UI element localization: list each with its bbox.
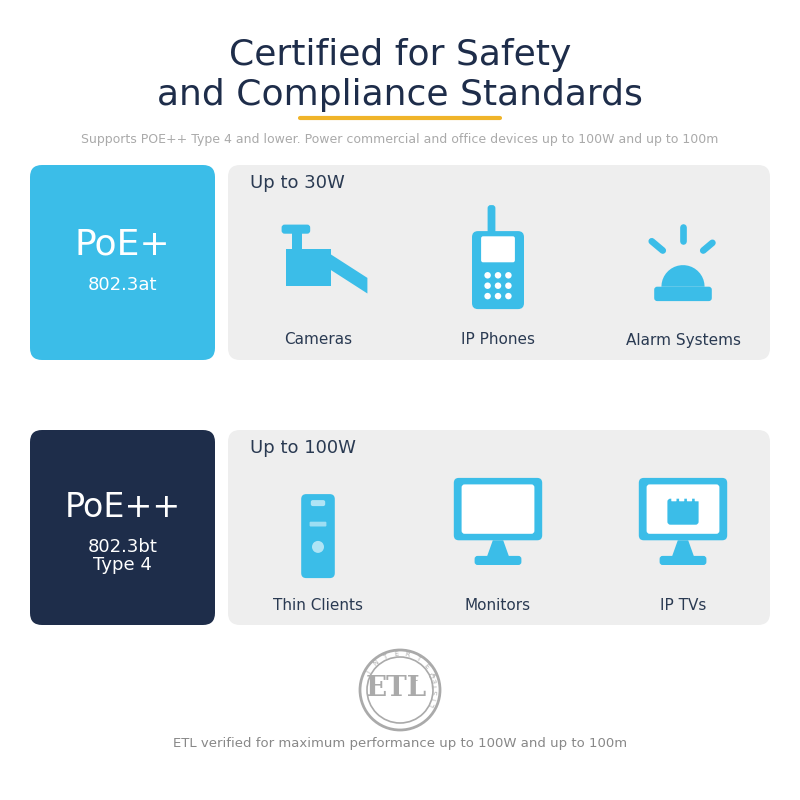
FancyBboxPatch shape — [646, 485, 719, 534]
Text: E: E — [394, 651, 398, 658]
Circle shape — [312, 541, 324, 553]
Polygon shape — [286, 250, 331, 286]
Text: L: L — [429, 702, 436, 708]
FancyBboxPatch shape — [694, 494, 700, 502]
Circle shape — [484, 293, 491, 299]
Text: Up to 100W: Up to 100W — [250, 439, 356, 457]
FancyBboxPatch shape — [671, 494, 677, 502]
Text: S: S — [433, 690, 439, 695]
FancyBboxPatch shape — [310, 522, 326, 526]
Text: 802.3bt: 802.3bt — [87, 538, 158, 557]
Text: R: R — [405, 651, 410, 658]
Text: 802.3at: 802.3at — [88, 275, 158, 294]
Text: Supports POE++ Type 4 and lower. Power commercial and office devices up to 100W : Supports POE++ Type 4 and lower. Power c… — [82, 134, 718, 146]
Text: K: K — [430, 672, 437, 678]
FancyBboxPatch shape — [472, 231, 524, 309]
Text: E: E — [431, 678, 438, 683]
Text: T: T — [382, 654, 389, 661]
Text: I: I — [432, 698, 438, 701]
FancyBboxPatch shape — [310, 500, 325, 506]
Text: c: c — [412, 673, 418, 683]
Circle shape — [505, 272, 512, 278]
Circle shape — [494, 272, 502, 278]
FancyBboxPatch shape — [228, 165, 770, 360]
Circle shape — [505, 282, 512, 289]
Text: T: T — [433, 685, 439, 690]
Polygon shape — [486, 540, 510, 558]
Circle shape — [494, 282, 502, 289]
Text: Certified for Safety: Certified for Safety — [229, 38, 571, 72]
Circle shape — [484, 282, 491, 289]
FancyBboxPatch shape — [687, 494, 692, 502]
FancyBboxPatch shape — [481, 236, 515, 262]
FancyBboxPatch shape — [282, 225, 310, 234]
Text: Type 4: Type 4 — [93, 557, 152, 574]
Text: IP TVs: IP TVs — [660, 598, 706, 613]
Text: N: N — [372, 659, 380, 667]
FancyBboxPatch shape — [488, 205, 495, 234]
FancyBboxPatch shape — [454, 478, 542, 540]
Polygon shape — [292, 231, 302, 250]
Text: Thin Clients: Thin Clients — [273, 598, 363, 613]
Text: IP Phones: IP Phones — [461, 333, 535, 347]
Text: Monitors: Monitors — [465, 598, 531, 613]
Circle shape — [494, 293, 502, 299]
FancyBboxPatch shape — [679, 494, 684, 502]
FancyBboxPatch shape — [30, 165, 215, 360]
Text: E: E — [423, 662, 430, 670]
FancyBboxPatch shape — [228, 430, 770, 625]
Text: PoE++: PoE++ — [64, 491, 181, 524]
Circle shape — [505, 293, 512, 299]
FancyBboxPatch shape — [659, 556, 706, 565]
Text: Up to 30W: Up to 30W — [250, 174, 345, 192]
Text: D: D — [429, 671, 437, 678]
Text: ETL: ETL — [366, 674, 426, 702]
FancyBboxPatch shape — [301, 494, 335, 578]
Text: and Compliance Standards: and Compliance Standards — [157, 78, 643, 112]
FancyBboxPatch shape — [462, 485, 534, 534]
FancyBboxPatch shape — [30, 430, 215, 625]
Circle shape — [484, 272, 491, 278]
Text: ETL verified for maximum performance up to 100W and up to 100m: ETL verified for maximum performance up … — [173, 737, 627, 750]
Polygon shape — [671, 540, 694, 558]
Text: T: T — [414, 655, 422, 662]
Text: I: I — [366, 670, 372, 674]
Polygon shape — [331, 254, 367, 294]
Text: Alarm Systems: Alarm Systems — [626, 333, 741, 347]
Text: Cameras: Cameras — [284, 333, 352, 347]
FancyBboxPatch shape — [654, 286, 712, 301]
FancyBboxPatch shape — [667, 498, 698, 525]
FancyBboxPatch shape — [638, 478, 727, 540]
Text: PoE+: PoE+ — [74, 227, 170, 262]
FancyBboxPatch shape — [474, 556, 522, 565]
Polygon shape — [662, 265, 705, 286]
